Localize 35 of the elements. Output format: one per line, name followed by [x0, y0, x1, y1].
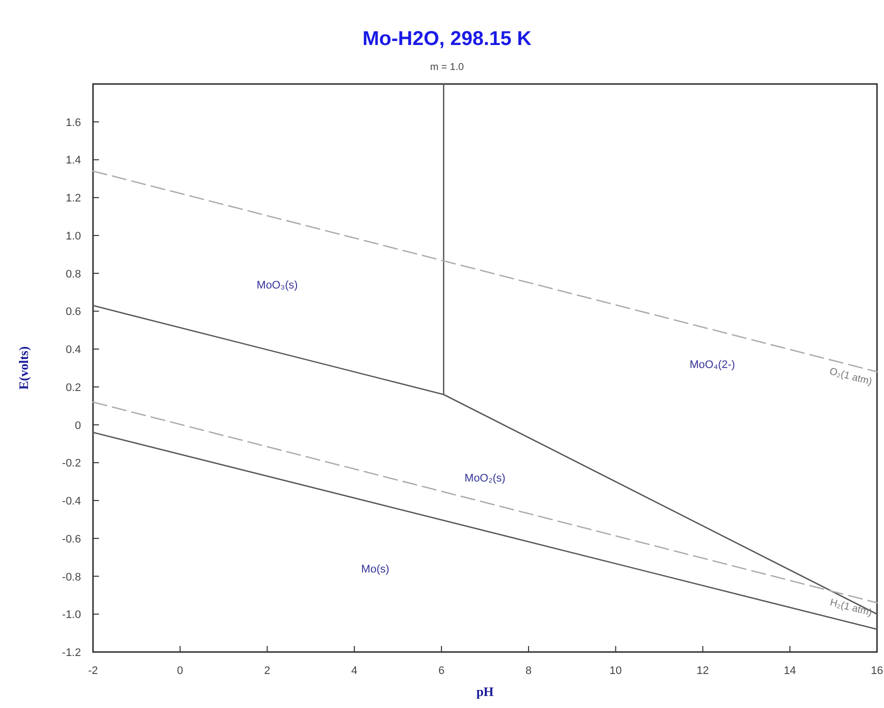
y-tick-label: 0.8 — [66, 268, 81, 280]
y-tick-label: -0.4 — [62, 496, 81, 508]
annotation: MoO₄(2-) — [690, 359, 736, 371]
y-tick-label: -0.2 — [62, 458, 81, 470]
x-tick-label: 0 — [177, 665, 184, 677]
annotation: MoO₃(s) — [256, 279, 298, 292]
y-tick-label: -1.0 — [62, 609, 81, 622]
x-tick-label: 16 — [870, 665, 884, 677]
y-tick-label: -1.2 — [62, 647, 81, 659]
y-tick-label: 0.2 — [66, 382, 81, 394]
y-tick-label: -0.6 — [62, 533, 81, 546]
x-tick-label: 8 — [525, 665, 532, 677]
x-tick-label: 6 — [438, 665, 445, 677]
y-tick-label: 0.6 — [66, 306, 81, 318]
text: H₂(1 atm) — [828, 597, 873, 619]
y-tick-label: 1.4 — [66, 154, 81, 167]
annotation: Mo(s) — [361, 563, 390, 576]
annotation: MoO₂(s) — [464, 472, 506, 485]
x-tick-label: 14 — [784, 665, 796, 677]
y-tick-label: 1.0 — [66, 230, 81, 242]
x-axis-title: pH — [476, 684, 494, 699]
x-tick-label: 10 — [610, 665, 622, 677]
y-tick-label: 0.4 — [66, 344, 81, 356]
x-tick-label: -2 — [88, 665, 98, 677]
x-tick-label: 2 — [264, 665, 270, 677]
y-tick-label: -0.8 — [62, 571, 81, 584]
x-tick-label: 12 — [696, 665, 709, 677]
chart-subtitle: m = 1.0 — [430, 62, 464, 73]
chart-title: Mo-H2O, 298.15 K — [362, 28, 532, 50]
y-axis-title: E(volts) — [16, 346, 31, 390]
x-tick-label: 4 — [351, 665, 358, 677]
text: O₂(1 atm) — [828, 366, 873, 388]
y-tick-label: 1.2 — [66, 192, 81, 205]
y-tick-label: 1.6 — [66, 116, 81, 129]
y-tick-label: 0 — [74, 420, 81, 432]
